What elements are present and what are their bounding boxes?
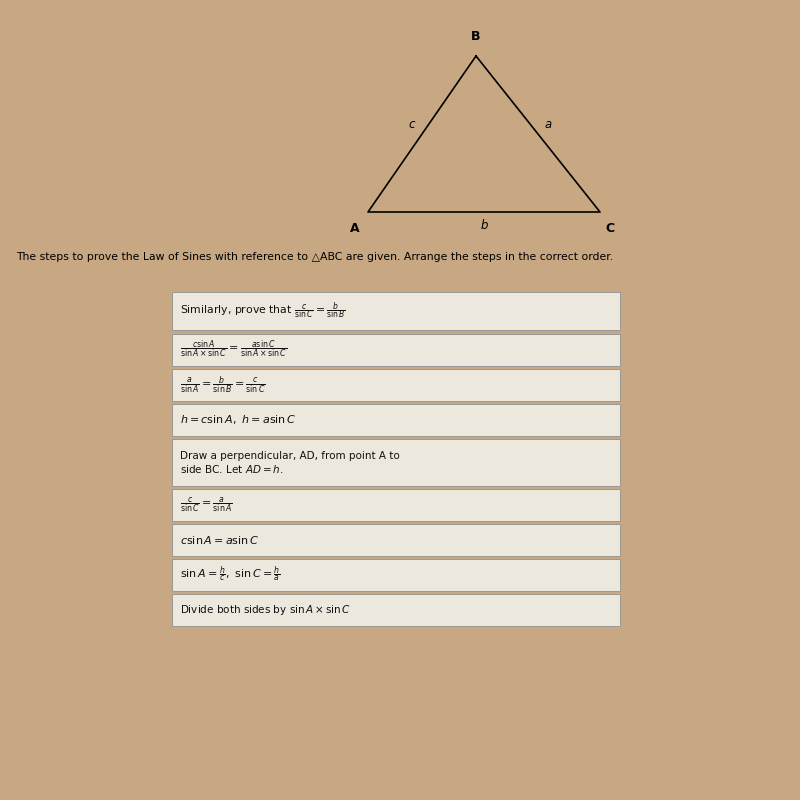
Text: a: a	[544, 118, 552, 130]
Text: $\frac{c}{\sin C} = \frac{a}{\sin A}$: $\frac{c}{\sin C} = \frac{a}{\sin A}$	[180, 495, 233, 514]
Text: Similarly, prove that $\frac{c}{\sin C} = \frac{b}{\sin B}$: Similarly, prove that $\frac{c}{\sin C} …	[180, 301, 346, 322]
Text: side BC. Let $AD = h$.: side BC. Let $AD = h$.	[180, 463, 284, 475]
Text: Divide both sides by $\sin A \times \sin C$: Divide both sides by $\sin A \times \sin…	[180, 603, 351, 618]
Text: $\frac{c\sin A}{\sin A \times \sin C} = \frac{a\sin C}{\sin A \times \sin C}$: $\frac{c\sin A}{\sin A \times \sin C} = …	[180, 339, 287, 360]
Text: $c\sin A = a\sin C$: $c\sin A = a\sin C$	[180, 534, 259, 546]
FancyBboxPatch shape	[172, 334, 620, 366]
FancyBboxPatch shape	[172, 369, 620, 401]
Text: b: b	[480, 219, 488, 232]
Text: $\sin A = \frac{h}{c},\ \sin C = \frac{h}{a}$: $\sin A = \frac{h}{c},\ \sin C = \frac{h…	[180, 565, 281, 586]
FancyBboxPatch shape	[172, 439, 620, 486]
Text: Draw a perpendicular, AD, from point A to: Draw a perpendicular, AD, from point A t…	[180, 451, 400, 461]
Text: $\frac{a}{\sin A} = \frac{b}{\sin B} = \frac{c}{\sin C}$: $\frac{a}{\sin A} = \frac{b}{\sin B} = \…	[180, 374, 266, 395]
Text: C: C	[606, 222, 615, 234]
FancyBboxPatch shape	[172, 594, 620, 626]
Text: A: A	[350, 222, 359, 234]
FancyBboxPatch shape	[172, 404, 620, 436]
FancyBboxPatch shape	[172, 524, 620, 556]
FancyBboxPatch shape	[172, 559, 620, 591]
Text: c: c	[409, 118, 415, 130]
Text: $h = c\sin A,\ h = a\sin C$: $h = c\sin A,\ h = a\sin C$	[180, 414, 297, 426]
FancyBboxPatch shape	[172, 489, 620, 521]
Text: B: B	[471, 30, 481, 42]
Text: The steps to prove the Law of Sines with reference to △ABC are given. Arrange th: The steps to prove the Law of Sines with…	[16, 252, 613, 262]
FancyBboxPatch shape	[172, 292, 620, 330]
